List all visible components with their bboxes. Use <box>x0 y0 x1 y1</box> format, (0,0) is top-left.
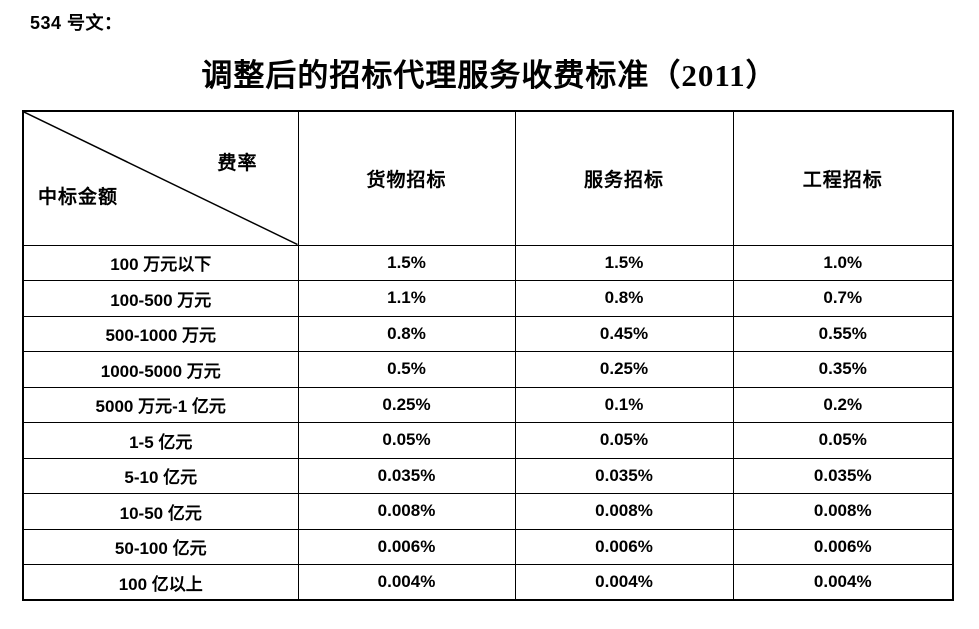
row-label: 100-500 万元 <box>22 280 299 317</box>
fee-value-cell: 0.035% <box>732 457 954 494</box>
fee-table-body: 100 万元以下 1.5% 1.5% 1.0% 100-500 万元 1.1% 0.8% 0.… <box>22 244 954 601</box>
corner-label-bid-amount: 中标金额 <box>38 187 119 208</box>
table-row: 1000-5000 万元 0.5% 0.25% 0.35% <box>22 351 954 388</box>
fee-value-cell: 0.25% <box>514 351 734 388</box>
table-header-row: 费率 中标金额 货物招标 服务招标 工程招标 <box>22 110 954 246</box>
fee-value-cell: 0.035% <box>297 457 516 494</box>
fee-value-cell: 0.008% <box>732 493 954 530</box>
fee-value-cell: 0.2% <box>732 386 954 423</box>
table-row: 100 亿以上 0.004% 0.004% 0.004% <box>22 564 954 601</box>
fee-value-cell: 0.7% <box>732 280 954 317</box>
page-title: 调整后的招标代理服务收费标准（2011） <box>201 58 778 93</box>
table-row: 5-10 亿元 0.035% 0.035% 0.035% <box>22 457 954 494</box>
fee-value-cell: 0.05% <box>514 422 734 459</box>
row-label: 5000 万元-1 亿元 <box>22 386 299 423</box>
table-row: 1-5 亿元 0.05% 0.05% 0.05% <box>22 422 954 459</box>
row-label: 1-5 亿元 <box>22 422 299 459</box>
fee-value-cell: 0.05% <box>732 422 954 459</box>
fee-value-cell: 0.004% <box>514 564 734 601</box>
fee-value-cell: 0.006% <box>297 528 516 565</box>
fee-value-cell: 0.006% <box>732 528 954 565</box>
table-row: 500-1000 万元 0.8% 0.45% 0.55% <box>22 315 954 352</box>
corner-header-cell: 费率 中标金额 <box>22 110 299 246</box>
table-row: 5000 万元-1 亿元 0.25% 0.1% 0.2% <box>22 386 954 423</box>
fee-value-cell: 0.8% <box>514 280 734 317</box>
fee-value-cell: 0.008% <box>297 493 516 530</box>
fee-value-cell: 0.035% <box>514 457 734 494</box>
fee-value-cell: 0.05% <box>297 422 516 459</box>
fee-standard-table: 费率 中标金额 货物招标 服务招标 工程招标 100 万元以下 1.5% 1.5% 1… <box>22 110 954 601</box>
table-row: 100-500 万元 1.1% 0.8% 0.7% <box>22 280 954 317</box>
fee-value-cell: 0.008% <box>514 493 734 530</box>
fee-value-cell: 1.1% <box>297 280 516 317</box>
table-row: 50-100 亿元 0.006% 0.006% 0.006% <box>22 528 954 565</box>
row-label: 100 万元以下 <box>22 244 299 281</box>
row-label: 10-50 亿元 <box>22 493 299 530</box>
fee-value-cell: 0.004% <box>297 564 516 601</box>
row-label: 100 亿以上 <box>22 564 299 601</box>
table-row: 100 万元以下 1.5% 1.5% 1.0% <box>22 244 954 281</box>
fee-value-cell: 0.35% <box>732 351 954 388</box>
corner-label-fee-rate: 费率 <box>217 153 258 174</box>
fee-value-cell: 1.5% <box>297 244 516 281</box>
fee-value-cell: 0.8% <box>297 315 516 352</box>
fee-value-cell: 1.5% <box>514 244 734 281</box>
fee-value-cell: 0.5% <box>297 351 516 388</box>
fee-value-cell: 0.1% <box>514 386 734 423</box>
fee-value-cell: 0.45% <box>514 315 734 352</box>
fee-value-cell: 1.0% <box>732 244 954 281</box>
table-row: 10-50 亿元 0.008% 0.008% 0.008% <box>22 493 954 530</box>
fee-value-cell: 0.25% <box>297 386 516 423</box>
column-header-services: 服务招标 <box>514 110 734 246</box>
row-label: 500-1000 万元 <box>22 315 299 352</box>
document-number: 534 号文： <box>30 13 123 33</box>
row-label: 1000-5000 万元 <box>22 351 299 388</box>
row-label: 5-10 亿元 <box>22 457 299 494</box>
row-label: 50-100 亿元 <box>22 528 299 565</box>
fee-value-cell: 0.004% <box>732 564 954 601</box>
diagonal-divider-line <box>24 112 298 245</box>
column-header-engineering: 工程招标 <box>732 110 954 246</box>
column-header-goods: 货物招标 <box>297 110 516 246</box>
fee-value-cell: 0.55% <box>732 315 954 352</box>
fee-value-cell: 0.006% <box>514 528 734 565</box>
